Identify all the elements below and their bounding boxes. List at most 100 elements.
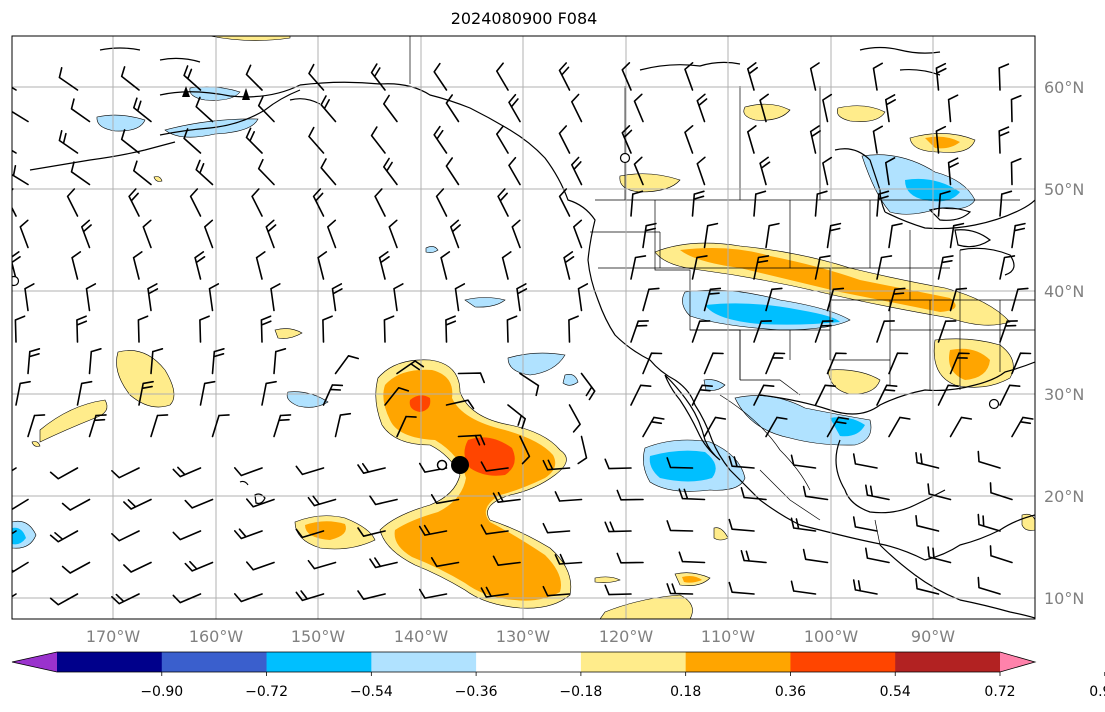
wind-barb (747, 125, 757, 154)
lat-label: 60°N (1044, 78, 1084, 97)
wind-barb (211, 414, 230, 438)
wind-barb (273, 348, 287, 375)
wind-barb (445, 315, 457, 343)
wind-barb (496, 125, 509, 154)
wind-barb (571, 156, 583, 186)
wind-barb (508, 93, 521, 123)
lat-label: 40°N (1044, 282, 1084, 301)
storm-markers (12, 86, 1000, 474)
wind-barb (949, 416, 973, 438)
wind-barb (865, 547, 890, 564)
map-title: 2024080900 F084 (450, 9, 598, 28)
wind-barb (765, 416, 788, 438)
wind-barb (1010, 94, 1022, 123)
wind-barb (369, 495, 398, 506)
wind-barb (70, 98, 91, 123)
lon-label: 150°W (291, 627, 346, 646)
lon-label: 140°W (394, 627, 449, 646)
wind-barb (949, 352, 970, 375)
lon-label: 120°W (599, 627, 654, 646)
wind-barb (12, 593, 17, 598)
colorbar-segment (790, 652, 896, 672)
wind-barb (790, 517, 817, 532)
wind-barb (357, 527, 386, 537)
wind-barb (814, 255, 831, 280)
wind-barb (66, 188, 79, 217)
wind-barb (759, 156, 771, 186)
wind-barb (947, 94, 959, 123)
wind-barb (88, 414, 107, 438)
wind-barb (322, 315, 333, 343)
station-circle (12, 275, 20, 287)
colorbar-tick-label: −0.54 (350, 684, 393, 700)
colorbar-tick-label: 0.72 (984, 684, 1015, 700)
wind-barb (642, 352, 663, 375)
wind-barb (604, 521, 632, 533)
wind-barb (666, 520, 694, 532)
wind-barb (684, 62, 694, 91)
wind-barb (516, 283, 528, 312)
wind-barb (199, 380, 216, 406)
wind-barb (501, 251, 512, 280)
wind-barb (320, 158, 337, 186)
wind-barb (542, 585, 571, 597)
wind-barb (199, 315, 210, 343)
wind-barb (630, 190, 644, 217)
wind-barb (246, 498, 275, 508)
wind-barb (12, 149, 17, 154)
wind-barb (554, 491, 583, 502)
wind-barb (790, 454, 817, 469)
lat-label: 50°N (1044, 180, 1084, 199)
wind-barb (433, 125, 448, 154)
wind-barb (418, 524, 448, 536)
wind-barb (374, 188, 386, 217)
wind-barb (234, 528, 263, 540)
wind-barb (195, 96, 214, 123)
wind-barb (430, 494, 460, 505)
wind-barb (76, 315, 88, 343)
wind-barb (937, 320, 957, 343)
wind-barb (257, 95, 275, 123)
wind-barb (621, 125, 633, 154)
wind-barb (826, 222, 842, 249)
wind-barb (999, 384, 1021, 406)
wind-barb (542, 522, 571, 534)
wind-barb (604, 584, 632, 596)
wind-barb (85, 283, 97, 312)
wind-barb (81, 219, 92, 249)
wind-barb (260, 315, 272, 343)
wind-barb (822, 156, 833, 186)
wind-barb (927, 546, 952, 564)
wind-barb (61, 498, 91, 511)
wind-barb (616, 552, 644, 564)
wind-barb (71, 251, 82, 280)
wind-barb (234, 467, 263, 477)
wind-barb (111, 467, 140, 479)
wind-barb (142, 219, 152, 249)
wind-barb (457, 434, 486, 446)
wind-barb (312, 188, 325, 217)
lon-label: 110°W (701, 627, 756, 646)
wind-barb (172, 466, 202, 478)
wind-barb (580, 372, 596, 401)
wind-barb (88, 348, 102, 375)
wind-barb (703, 416, 727, 438)
wind-barb (809, 125, 821, 154)
wind-barb (195, 159, 214, 186)
wind-barb (378, 251, 390, 280)
wind-barb (132, 251, 143, 280)
wind-barb (1011, 222, 1026, 249)
wind-barb (12, 188, 17, 217)
wind-barb (642, 416, 665, 438)
colorbar-tick-label: 0.54 (880, 684, 911, 700)
wind-barb (753, 190, 767, 217)
wind-barb (445, 399, 475, 410)
wind-barb (876, 190, 890, 217)
wind-barb (554, 553, 583, 565)
wind-barb (633, 156, 644, 186)
wind-barb (497, 188, 509, 217)
wind-barb (977, 576, 1001, 595)
wind-barb (927, 483, 952, 501)
wind-barb (678, 488, 706, 501)
wind-barb (998, 126, 1010, 154)
